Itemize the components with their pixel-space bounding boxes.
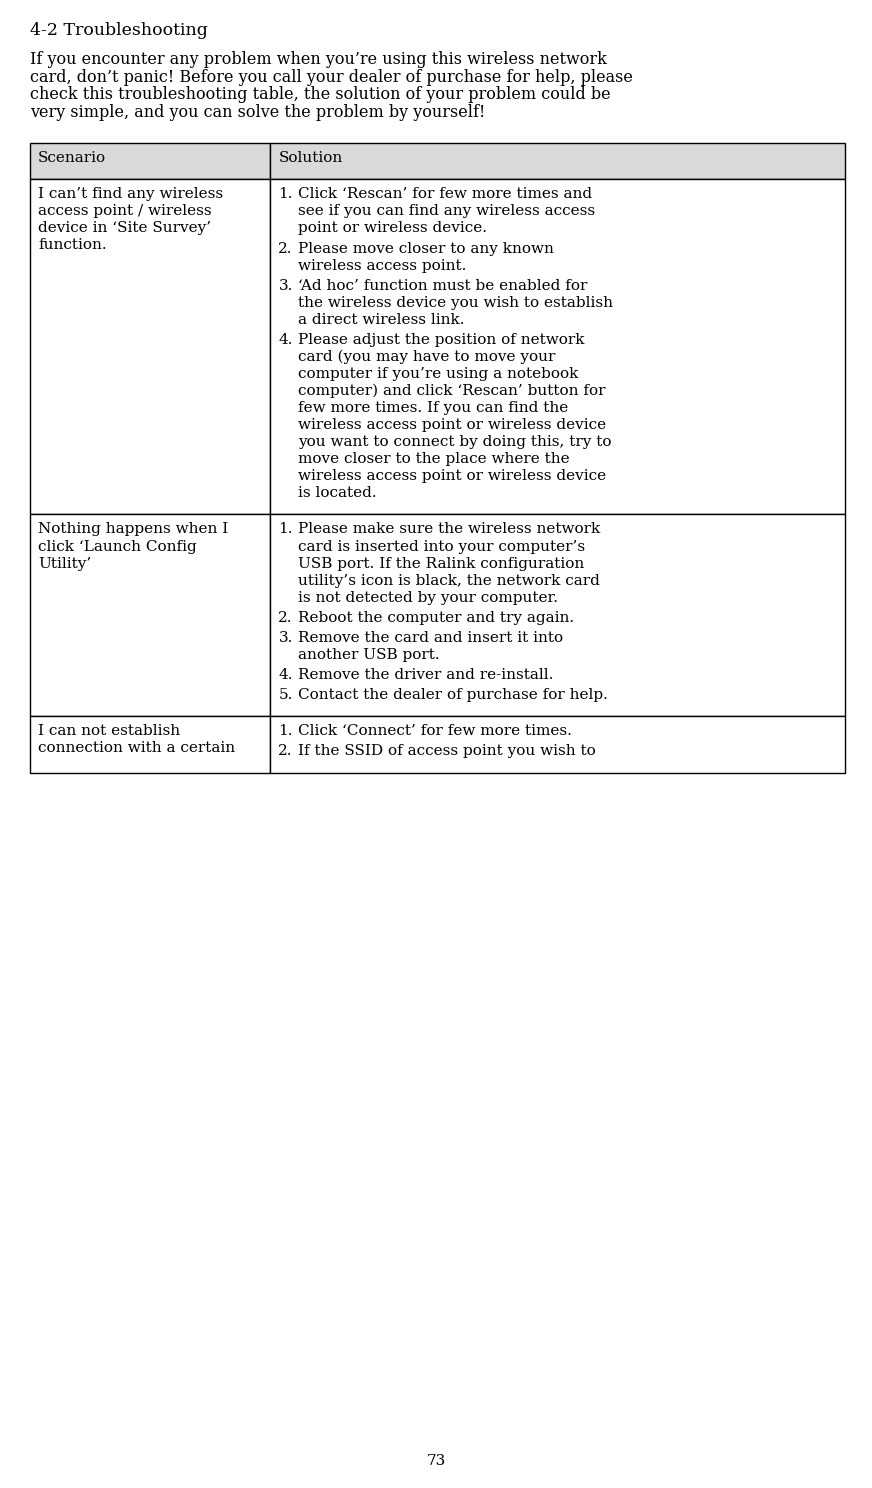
Text: I can not establish: I can not establish: [38, 725, 181, 738]
Bar: [270, 515, 845, 716]
Text: ‘Ad hoc’ function must be enabled for: ‘Ad hoc’ function must be enabled for: [298, 278, 588, 293]
Text: is not detected by your computer.: is not detected by your computer.: [298, 591, 558, 604]
Text: click ‘Launch Config: click ‘Launch Config: [38, 540, 197, 554]
Text: Click ‘Rescan’ for few more times and: Click ‘Rescan’ for few more times and: [298, 187, 593, 201]
Text: you want to connect by doing this, try to: you want to connect by doing this, try t…: [298, 434, 612, 449]
Text: 5.: 5.: [278, 687, 293, 702]
Text: 2.: 2.: [278, 744, 293, 759]
Text: another USB port.: another USB port.: [298, 647, 440, 662]
Text: 4.: 4.: [278, 333, 293, 347]
Text: Please adjust the position of network: Please adjust the position of network: [298, 333, 585, 347]
Text: If the SSID of access point you wish to: If the SSID of access point you wish to: [298, 744, 596, 759]
Text: USB port. If the Ralink configuration: USB port. If the Ralink configuration: [298, 557, 584, 570]
Text: utility’s icon is black, the network card: utility’s icon is black, the network car…: [298, 573, 600, 588]
Text: 3.: 3.: [278, 631, 293, 644]
Bar: [30, 716, 270, 772]
Text: card (you may have to move your: card (you may have to move your: [298, 350, 555, 365]
Text: 1.: 1.: [278, 725, 293, 738]
Text: Click ‘Connect’ for few more times.: Click ‘Connect’ for few more times.: [298, 725, 572, 738]
Text: Please make sure the wireless network: Please make sure the wireless network: [298, 522, 601, 537]
Text: Please move closer to any known: Please move closer to any known: [298, 241, 555, 256]
Text: connection with a certain: connection with a certain: [38, 741, 235, 756]
Text: point or wireless device.: point or wireless device.: [298, 222, 487, 235]
Text: 4.: 4.: [278, 668, 293, 682]
Text: Remove the card and insert it into: Remove the card and insert it into: [298, 631, 563, 644]
Bar: [270, 716, 845, 772]
Text: very simple, and you can solve the problem by yourself!: very simple, and you can solve the probl…: [30, 104, 486, 121]
Text: 4-2 Troubleshooting: 4-2 Troubleshooting: [30, 22, 208, 39]
Text: 73: 73: [426, 1454, 446, 1469]
Text: Reboot the computer and try again.: Reboot the computer and try again.: [298, 610, 575, 625]
Text: 1.: 1.: [278, 522, 293, 537]
Text: the wireless device you wish to establish: the wireless device you wish to establis…: [298, 296, 613, 310]
Text: Contact the dealer of purchase for help.: Contact the dealer of purchase for help.: [298, 687, 609, 702]
Bar: [30, 515, 270, 716]
Text: is located.: is located.: [298, 487, 377, 500]
Text: check this troubleshooting table, the solution of your problem could be: check this troubleshooting table, the so…: [30, 86, 610, 103]
Text: Solution: Solution: [278, 152, 343, 165]
Text: 2.: 2.: [278, 610, 293, 625]
Bar: [30, 143, 270, 179]
Text: see if you can find any wireless access: see if you can find any wireless access: [298, 204, 596, 219]
Text: card is inserted into your computer’s: card is inserted into your computer’s: [298, 540, 586, 554]
Text: Utility’: Utility’: [38, 557, 92, 570]
Bar: [30, 179, 270, 515]
Text: computer if you’re using a notebook: computer if you’re using a notebook: [298, 368, 579, 381]
Text: 2.: 2.: [278, 241, 293, 256]
Text: card, don’t panic! Before you call your dealer of purchase for help, please: card, don’t panic! Before you call your …: [30, 68, 633, 86]
Text: wireless access point or wireless device: wireless access point or wireless device: [298, 418, 607, 432]
Text: I can’t find any wireless: I can’t find any wireless: [38, 187, 223, 201]
Text: Remove the driver and re-install.: Remove the driver and re-install.: [298, 668, 554, 682]
Text: a direct wireless link.: a direct wireless link.: [298, 312, 465, 327]
Text: move closer to the place where the: move closer to the place where the: [298, 452, 570, 466]
Text: 3.: 3.: [278, 278, 293, 293]
Text: access point / wireless: access point / wireless: [38, 204, 212, 219]
Text: device in ‘Site Survey’: device in ‘Site Survey’: [38, 222, 211, 235]
Text: If you encounter any problem when you’re using this wireless network: If you encounter any problem when you’re…: [30, 52, 607, 68]
Text: wireless access point or wireless device: wireless access point or wireless device: [298, 469, 607, 484]
Bar: [270, 179, 845, 515]
Text: Nothing happens when I: Nothing happens when I: [38, 522, 228, 537]
Text: computer) and click ‘Rescan’ button for: computer) and click ‘Rescan’ button for: [298, 384, 606, 399]
Bar: [270, 143, 845, 179]
Text: wireless access point.: wireless access point.: [298, 259, 467, 272]
Text: function.: function.: [38, 238, 106, 253]
Text: 1.: 1.: [278, 187, 293, 201]
Text: few more times. If you can find the: few more times. If you can find the: [298, 402, 569, 415]
Text: Scenario: Scenario: [38, 152, 106, 165]
